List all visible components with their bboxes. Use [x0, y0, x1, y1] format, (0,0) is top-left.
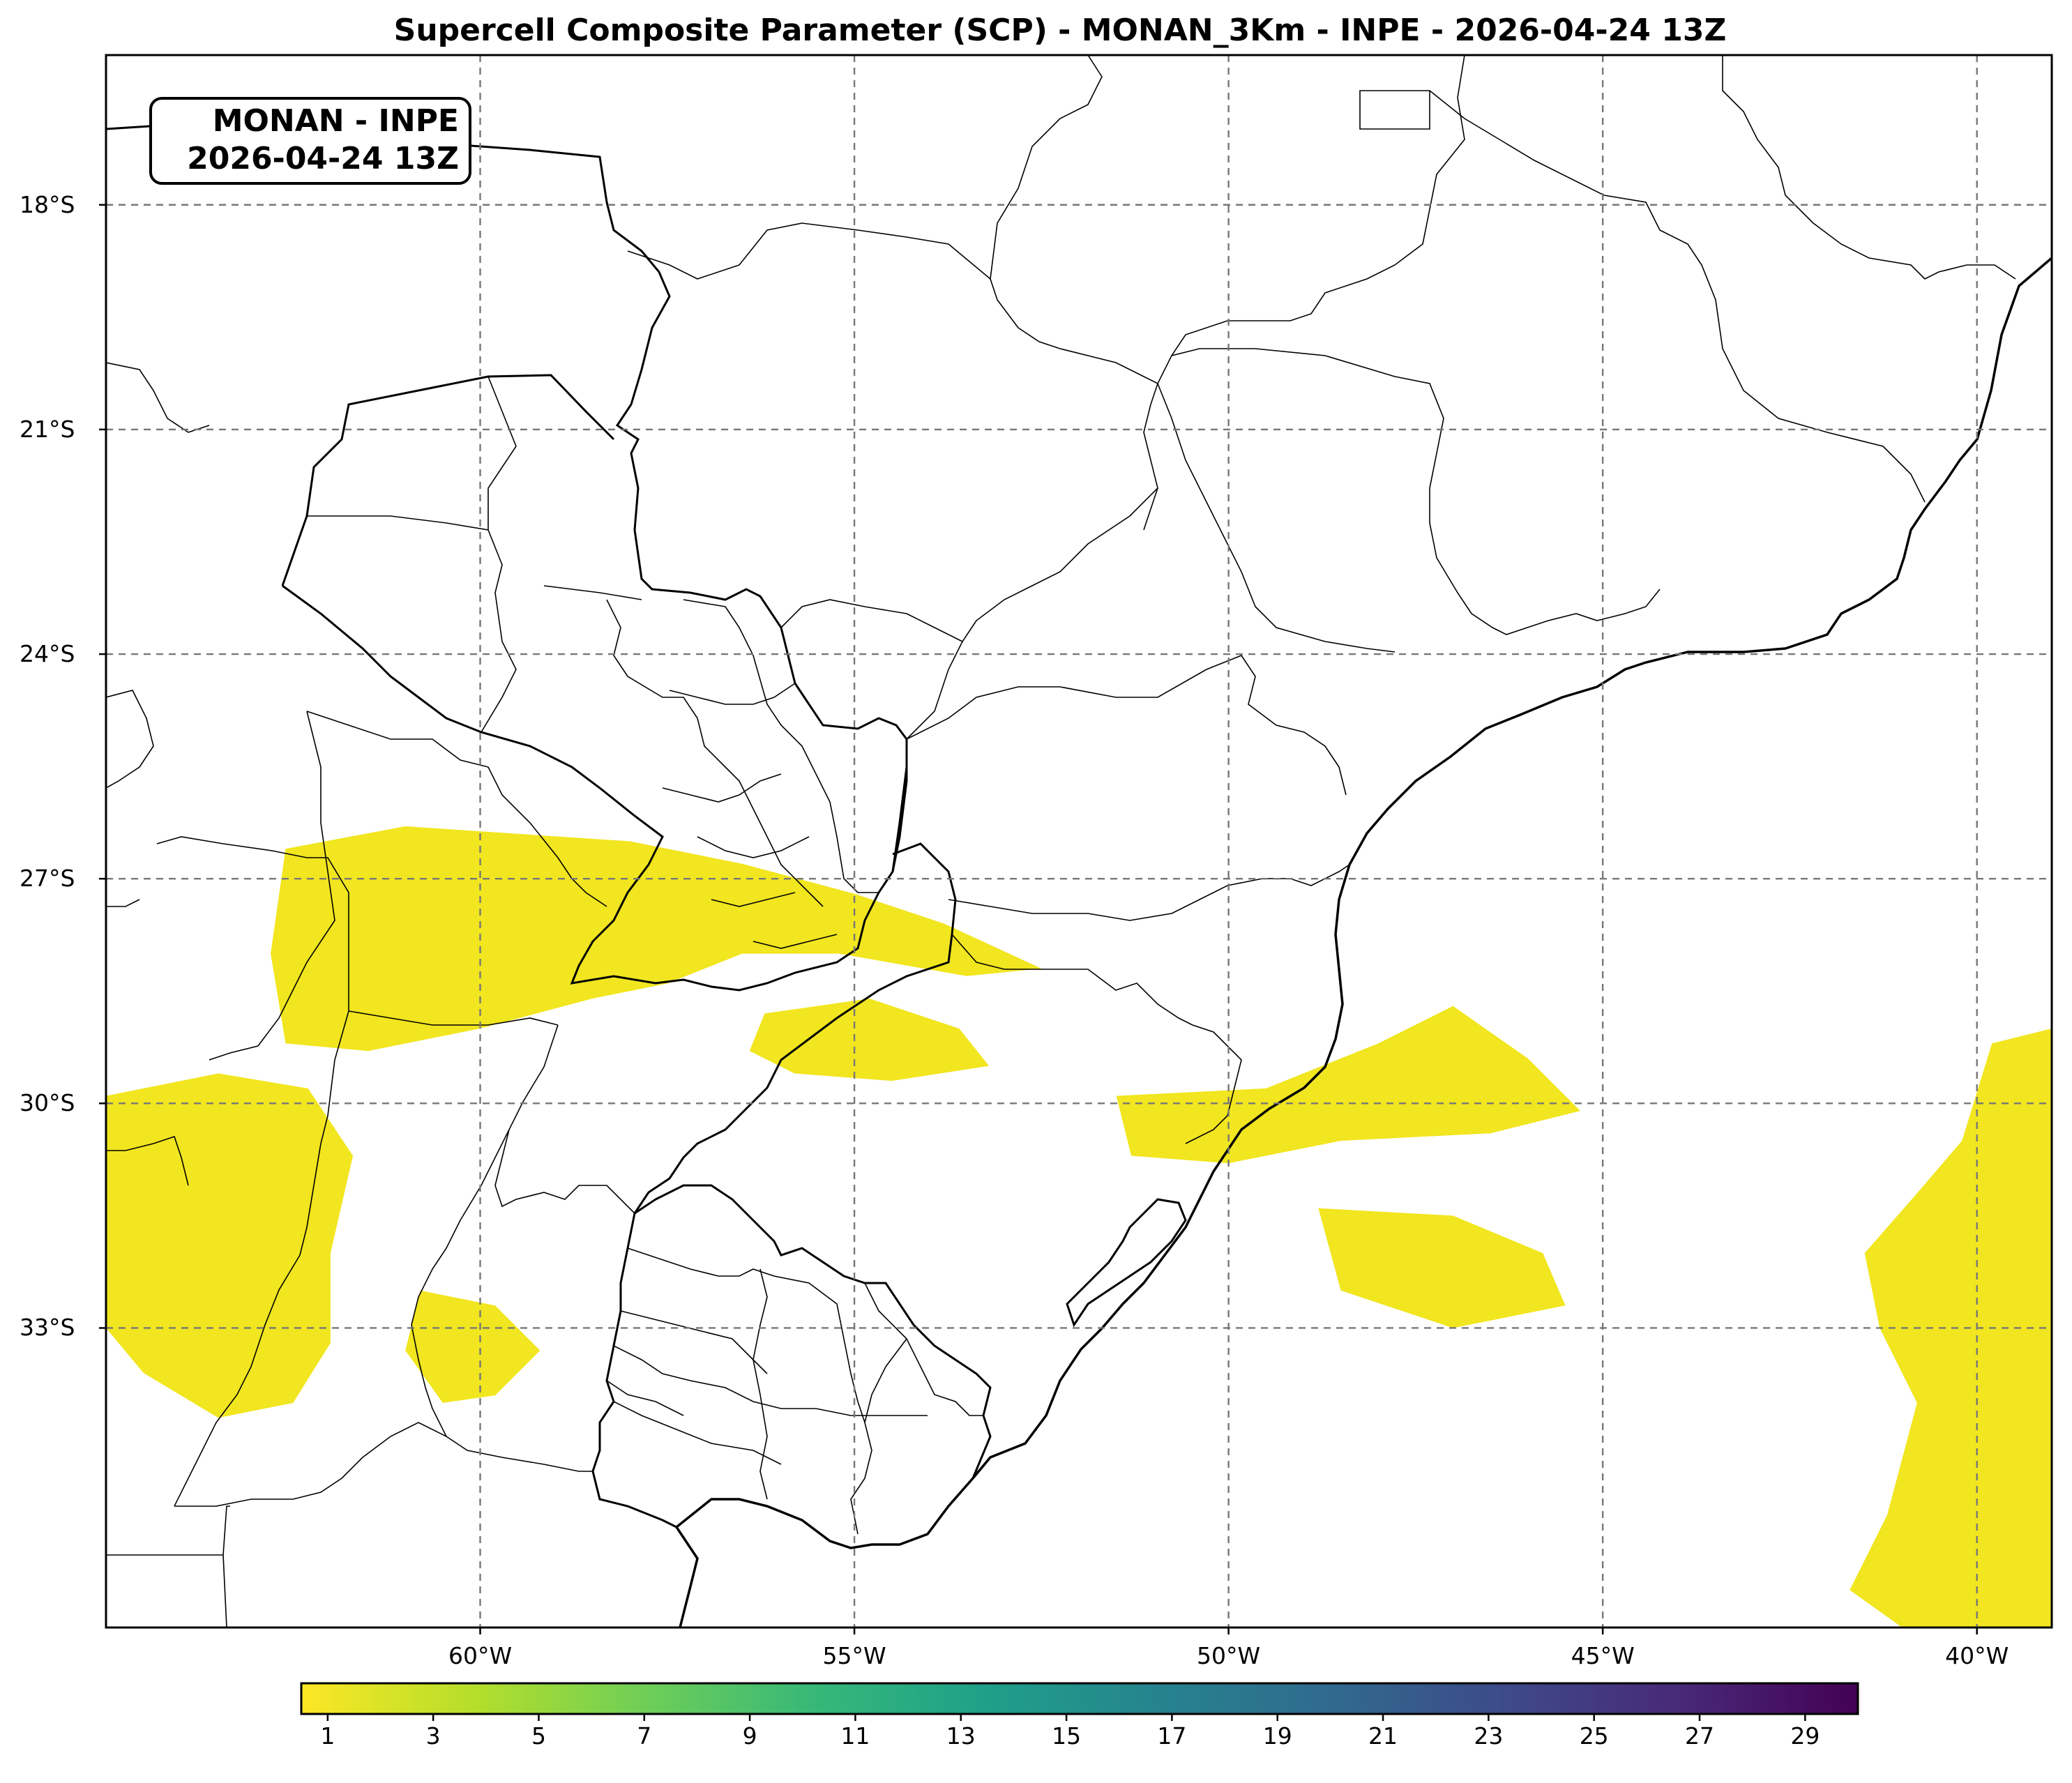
colorbar-tick-label: 15	[1052, 1722, 1082, 1750]
political-boundaries	[106, 55, 2052, 1628]
colorbar-tick-label: 21	[1368, 1722, 1398, 1750]
colorbar-tick-label: 11	[840, 1722, 870, 1750]
colorbar-tick-label: 17	[1157, 1722, 1187, 1750]
border-uruguay	[591, 1184, 992, 1528]
lon-tick-label: 55°W	[822, 1642, 886, 1669]
lon-tick-label: 40°W	[1945, 1642, 2009, 1669]
lat-tick-label: 30°S	[20, 1089, 75, 1117]
lat-tick-marks	[99, 204, 106, 1329]
colorbar-tick-label: 13	[946, 1722, 976, 1750]
map-gridlines	[106, 55, 2052, 1628]
scp-region-2	[749, 999, 990, 1082]
lat-tick-label: 27°S	[20, 865, 75, 893]
colorbar-tick-label: 27	[1685, 1722, 1715, 1750]
scp-region-7	[1850, 1029, 2052, 1628]
page-title: Supercell Composite Parameter (SCP) - MO…	[393, 13, 1727, 48]
border-paraguay-bolivia	[281, 374, 615, 586]
lagoa-dos-patos	[1066, 1198, 1187, 1328]
lat-tick-label: 24°S	[20, 640, 75, 668]
border-argentina-brazil	[633, 739, 957, 1214]
info-box-line-2: 2026-04-24 13Z	[187, 141, 459, 176]
colorbar-tick-label: 19	[1262, 1722, 1292, 1750]
colorbar-tick-label: 9	[742, 1722, 757, 1750]
lon-tick-label: 45°W	[1571, 1642, 1635, 1669]
lon-tick-label: 50°W	[1197, 1642, 1261, 1669]
border-paraguay-argentina	[282, 584, 908, 992]
colorbar-tick-label: 3	[425, 1722, 441, 1750]
lon-tick-label: 60°W	[448, 1642, 513, 1669]
lat-tick-label: 33°S	[20, 1314, 75, 1342]
colorbar-tick-label: 29	[1790, 1722, 1820, 1750]
scp-region-5	[1116, 1006, 1580, 1164]
scp-region-3	[106, 1073, 354, 1418]
info-box-line-1: MONAN - INPE	[212, 103, 459, 139]
colorbar-tick-label: 25	[1579, 1722, 1609, 1750]
colorbar-tick-label: 7	[637, 1722, 652, 1750]
colorbar-tick-label: 23	[1474, 1722, 1504, 1750]
scp-field-layer	[106, 826, 2052, 1628]
lat-tick-label: 21°S	[20, 415, 75, 443]
scp-region-4	[405, 1290, 540, 1403]
atlantic-coastline	[674, 257, 2052, 1628]
scp-region-1	[271, 826, 1042, 1052]
colorbar-tick-label: 5	[531, 1722, 546, 1750]
lon-tick-marks	[479, 1628, 1978, 1634]
scp-region-6	[1318, 1208, 1566, 1328]
colorbar	[300, 1682, 1859, 1715]
model-info-box: MONAN - INPE 2026-04-24 13Z	[149, 97, 471, 185]
lat-tick-label: 18°S	[20, 190, 75, 218]
border-brazil-bolivia	[106, 124, 908, 740]
state-boundaries	[106, 55, 2016, 1628]
colorbar-tick-marks	[326, 1714, 1806, 1721]
colorbar-tick-label: 1	[320, 1722, 335, 1750]
map-border	[105, 54, 2053, 1629]
